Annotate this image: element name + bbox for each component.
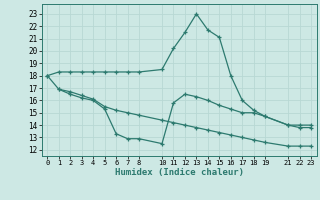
X-axis label: Humidex (Indice chaleur): Humidex (Indice chaleur): [115, 168, 244, 177]
